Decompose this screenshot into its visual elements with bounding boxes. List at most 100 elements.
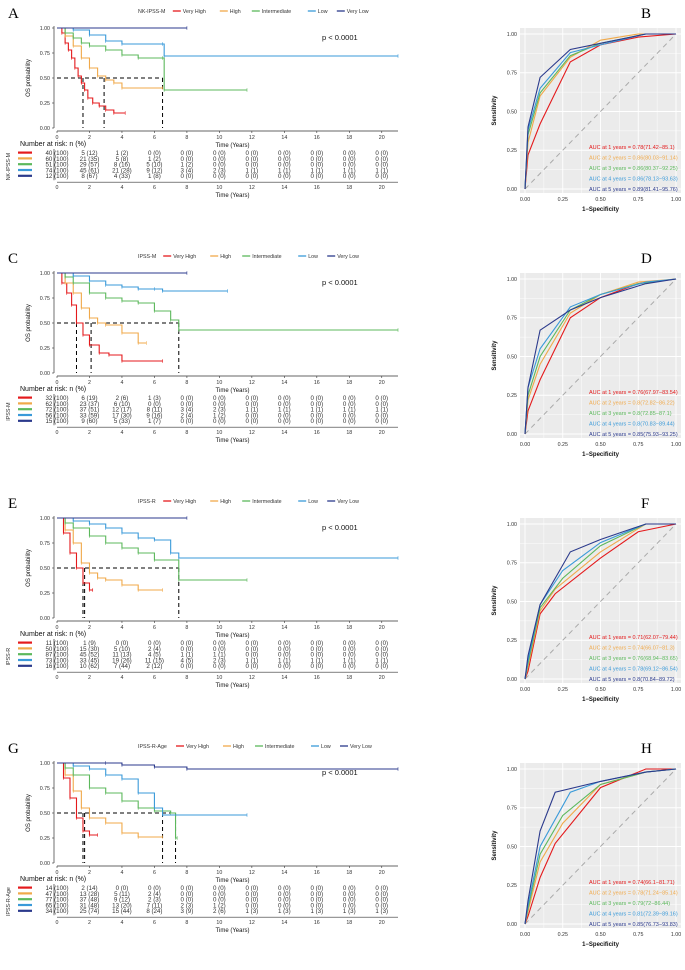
risk-table-title: Number at risk: n (%) [20, 631, 86, 638]
risk-cell: 8 (16) [114, 162, 130, 169]
p-value: p < 0.0001 [322, 33, 358, 42]
risk-cell: 2 (3) [213, 167, 226, 174]
legend-label: Intermediate [262, 9, 291, 15]
auc-label: AUC at 5 years = 0.85(75.93−93.25) [589, 432, 678, 438]
legend-label: High [220, 254, 231, 260]
x-tick-label: 4 [120, 135, 123, 141]
risk-cell: 0 (0) [181, 885, 194, 892]
risk-cell: 2 (4) [148, 646, 161, 653]
roc-y-tick-label: 0.25 [507, 638, 517, 644]
y-tick-label: 0.25 [40, 836, 50, 842]
x-tick-label: 0 [56, 380, 59, 386]
risk-x-tick-label: 6 [153, 430, 156, 436]
risk-cell: 65 (100) [45, 902, 68, 909]
risk-cell: 0 (0) [375, 412, 388, 419]
y-tick-label: 1.00 [40, 271, 50, 277]
risk-cell: 2 (4) [148, 891, 161, 898]
risk-row-swatch [18, 396, 32, 399]
risk-cell: 1 (2) [213, 902, 226, 909]
risk-cell: 0 (0) [343, 418, 356, 425]
risk-x-tick-label: 12 [249, 920, 255, 926]
risk-row-swatch [18, 909, 32, 912]
risk-cell: 0 (0) [181, 395, 194, 402]
risk-cell: 0 (0) [213, 173, 226, 180]
risk-cell: 0 (0) [278, 156, 291, 163]
risk-cell: 0 (0) [310, 646, 323, 653]
legend-label: Intermediate [252, 499, 281, 505]
risk-cell: 56 (100) [45, 412, 68, 419]
roc-x-tick-label: 0.00 [520, 932, 530, 938]
legend-label: Very High [186, 744, 209, 750]
x-tick-label: 16 [314, 625, 320, 631]
risk-x-tick-label: 8 [185, 920, 188, 926]
risk-cell: 2 (3) [213, 657, 226, 664]
legend-title: IPSS-R-Age [138, 744, 167, 750]
roc-y-tick-label: 0.75 [507, 806, 517, 812]
risk-cell: 1 (2) [181, 162, 194, 169]
y-tick-label: 0.75 [40, 51, 50, 57]
auc-label: AUC at 5 years = 0.89(81.41−95.76) [589, 187, 678, 193]
risk-cell: 0 (0) [213, 395, 226, 402]
km-curve-very-high [57, 517, 93, 591]
roc-y-tick-label: 1.00 [507, 32, 517, 38]
risk-cell: 11 (100) [46, 640, 69, 647]
y-tick-label: 0.00 [40, 861, 50, 867]
risk-x-tick-label: 8 [185, 185, 188, 191]
risk-cell: 1 (2) [116, 150, 129, 157]
roc-y-tick-label: 0.50 [507, 109, 517, 115]
risk-cell: 45 (52) [80, 652, 100, 659]
risk-cell: 0 (0) [375, 640, 388, 647]
risk-cell: 0 (0) [213, 156, 226, 163]
risk-cell: 5 (12) [81, 150, 97, 157]
auc-label: AUC at 4 years = 0.8(70.83−89.44) [589, 422, 675, 428]
km-curve-intermediate [57, 27, 247, 91]
risk-x-tick-label: 6 [153, 185, 156, 191]
risk-cell: 1 (3) [278, 908, 291, 915]
auc-label: AUC at 3 years = 0.8(72.85−87.1) [589, 411, 672, 417]
roc-y-axis-label: Sensitivity [492, 340, 498, 371]
risk-cell: 0 (0) [148, 640, 161, 647]
x-tick-label: 10 [216, 625, 222, 631]
x-tick-label: 8 [185, 625, 188, 631]
roc-curve-5-year [524, 33, 676, 190]
risk-x-tick-label: 14 [281, 430, 287, 436]
risk-table-title: Number at risk: n (%) [20, 141, 86, 148]
roc-y-axis-label: Sensitivity [492, 830, 498, 861]
risk-cell: 10 (62) [80, 663, 100, 670]
risk-cell: 2 (6) [116, 395, 129, 402]
risk-cell: 0 (0) [375, 173, 388, 180]
y-tick-label: 0.00 [40, 371, 50, 377]
km-panel-e: E IPSS-R Very High High Intermediate Low Very … [6, 496, 399, 689]
risk-cell: 0 (0) [278, 162, 291, 169]
auc-label: AUC at 2 years = 0.86(80.03−91.14) [589, 156, 678, 162]
risk-cell: 14 (100) [45, 885, 68, 892]
x-tick-label: 6 [153, 135, 156, 141]
x-tick-label: 12 [249, 870, 255, 876]
legend-label: High [230, 9, 241, 15]
risk-x-axis-label: Time (Years) [216, 193, 250, 199]
roc-x-tick-label: 0.75 [633, 197, 643, 203]
risk-x-tick-label: 8 [185, 675, 188, 681]
roc-curve-5-year [524, 768, 677, 925]
roc-y-tick-label: 0.25 [507, 883, 517, 889]
risk-x-tick-label: 0 [56, 185, 59, 191]
risk-cell: 0 (0) [213, 891, 226, 898]
risk-cell: 1 (1) [375, 407, 388, 414]
risk-cell: 0 (0) [375, 150, 388, 157]
roc-y-tick-label: 1.00 [507, 522, 517, 528]
risk-cell: 0 (0) [278, 891, 291, 898]
risk-cell: 0 (0) [148, 885, 161, 892]
risk-cell: 0 (0) [181, 401, 194, 408]
risk-strata-label: IPSS-R-Age [6, 887, 12, 916]
risk-cell: 4 (5) [148, 652, 161, 659]
y-tick-label: 0.00 [40, 616, 50, 622]
risk-row-swatch [18, 653, 32, 656]
roc-y-tick-label: 0.50 [507, 354, 517, 360]
risk-x-tick-label: 2 [88, 185, 91, 191]
risk-cell: 0 (0) [375, 885, 388, 892]
risk-x-tick-label: 10 [216, 185, 222, 191]
risk-strata-label: IPSS-M [6, 402, 12, 420]
risk-cell: 62 (100) [45, 401, 68, 408]
x-tick-label: 2 [88, 135, 91, 141]
roc-x-tick-label: 0.00 [520, 442, 530, 448]
